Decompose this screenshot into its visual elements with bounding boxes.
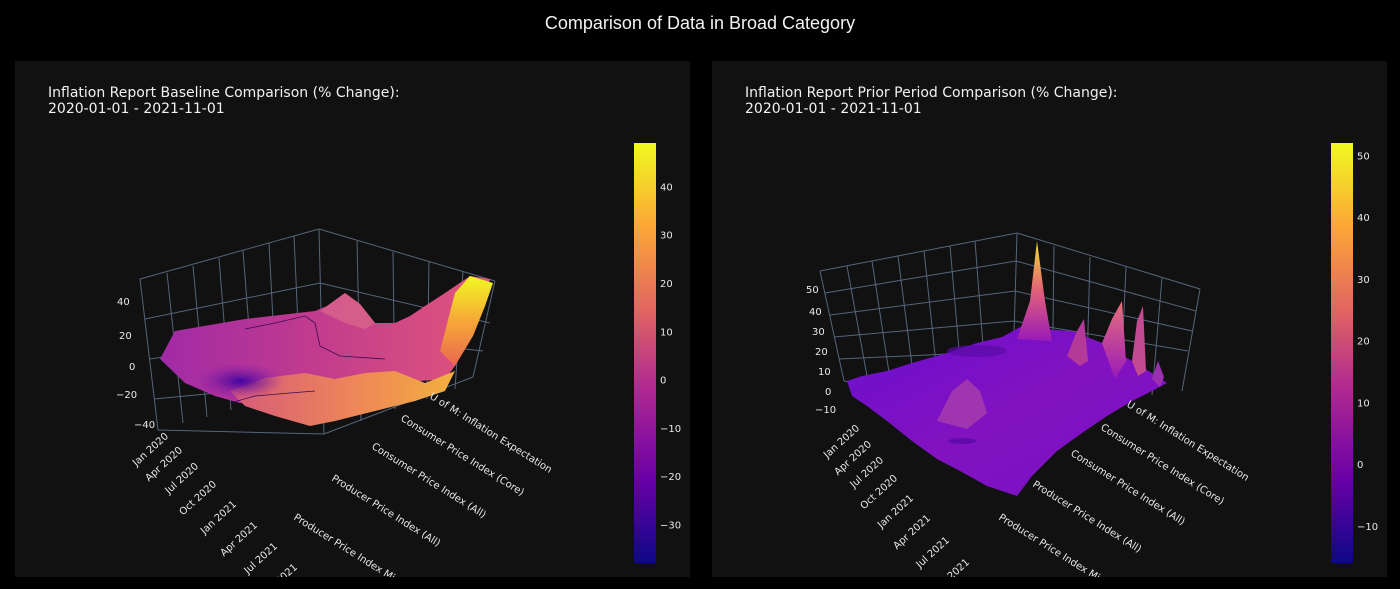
y-tick: U of M: Inflation Expectation bbox=[1124, 399, 1250, 484]
z-tick: 0 bbox=[825, 387, 831, 398]
colorbar-gradient bbox=[1331, 143, 1353, 563]
colorbar: 50 40 30 20 10 0 −10 bbox=[1331, 143, 1378, 563]
z-tick: 0 bbox=[129, 362, 135, 373]
colorbar: 40 30 20 10 0 −10 −20 −30 bbox=[634, 143, 681, 563]
z-tick: 20 bbox=[815, 347, 828, 358]
page-title: Comparison of Data in Broad Category bbox=[544, 13, 856, 33]
colorbar-tick: −10 bbox=[1357, 522, 1378, 533]
x-tick: Jan 2021 bbox=[198, 499, 239, 537]
y-tick: Consumer Price Index (Core) bbox=[1098, 422, 1226, 507]
chart-title-line1: Inflation Report Baseline Comparison (% … bbox=[48, 85, 400, 101]
surface-mesh bbox=[160, 276, 493, 426]
colorbar-tick: 20 bbox=[660, 279, 673, 290]
z-tick: 40 bbox=[117, 297, 130, 308]
colorbar-tick: 20 bbox=[1357, 337, 1370, 348]
colorbar-tick: 40 bbox=[660, 182, 673, 193]
chart-panel-baseline[interactable]: Inflation Report Baseline Comparison (% … bbox=[15, 61, 690, 577]
z-axis-ticks: 40 20 0 −20 −40 bbox=[116, 297, 155, 431]
z-tick: 30 bbox=[812, 327, 825, 338]
colorbar-tick: 30 bbox=[1357, 275, 1370, 286]
surface-mesh bbox=[847, 241, 1167, 496]
colorbar-tick: 50 bbox=[1357, 151, 1370, 162]
chart-panel-prior-period[interactable]: Inflation Report Prior Period Comparison… bbox=[712, 61, 1387, 577]
z-tick: 20 bbox=[119, 331, 132, 342]
x-tick: Jul 2021 bbox=[914, 535, 952, 571]
chart-title-prior-period: Inflation Report Prior Period Comparison… bbox=[745, 85, 1118, 117]
x-tick: Apr 2021 bbox=[892, 513, 933, 552]
z-tick: 10 bbox=[818, 367, 831, 378]
colorbar-gradient bbox=[634, 143, 656, 563]
chart-title-baseline: Inflation Report Baseline Comparison (% … bbox=[48, 85, 400, 117]
colorbar-tick: 0 bbox=[660, 376, 666, 387]
chart-title-line1: Inflation Report Prior Period Comparison… bbox=[745, 85, 1118, 101]
y-tick: U of M: Inflation Expectation bbox=[427, 391, 553, 476]
surface-plot-prior-period[interactable]: 50 40 30 20 10 0 −10 Jan 2020 Apr 2020 J… bbox=[712, 61, 1387, 577]
x-tick: Oct 2021 bbox=[931, 557, 972, 577]
colorbar-tick: −10 bbox=[660, 424, 681, 435]
z-tick: −40 bbox=[134, 420, 155, 431]
colorbar-tick: 10 bbox=[660, 327, 673, 338]
z-axis-ticks: 50 40 30 20 10 0 −10 bbox=[806, 285, 836, 416]
z-tick: 40 bbox=[809, 307, 822, 318]
x-tick: Jan 2021 bbox=[875, 493, 916, 531]
colorbar-tick: 10 bbox=[1357, 398, 1370, 409]
z-tick: −20 bbox=[116, 390, 137, 401]
x-tick: Jul 2021 bbox=[242, 541, 280, 577]
colorbar-tick: 0 bbox=[1357, 460, 1363, 471]
z-tick: −10 bbox=[815, 405, 836, 416]
colorbar-tick: −20 bbox=[660, 472, 681, 483]
chart-title-line2: 2020-01-01 - 2021-11-01 bbox=[745, 101, 922, 117]
chart-title-line2: 2020-01-01 - 2021-11-01 bbox=[48, 101, 225, 117]
z-tick: 50 bbox=[806, 285, 819, 296]
surface-plot-baseline[interactable]: 40 20 0 −20 −40 Jan 2020 Apr 2020 Jul 20… bbox=[15, 61, 690, 577]
x-tick: Apr 2021 bbox=[219, 520, 260, 559]
colorbar-tick: 30 bbox=[660, 231, 673, 242]
colorbar-tick: 40 bbox=[1357, 213, 1370, 224]
y-tick: Consumer Price Index (Core) bbox=[398, 413, 526, 498]
colorbar-tick: −30 bbox=[660, 520, 681, 531]
x-axis-ticks: Jan 2020 Apr 2020 Jul 2020 Oct 2020 Jan … bbox=[130, 431, 300, 577]
x-tick: Oct 2020 bbox=[178, 479, 219, 518]
x-tick: Oct 2021 bbox=[259, 562, 300, 577]
